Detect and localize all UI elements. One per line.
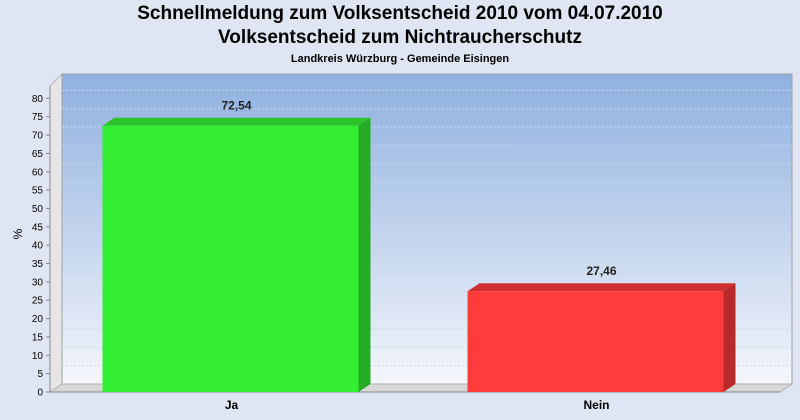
bar-side [358,117,371,392]
x-tick-label: Nein [583,398,609,412]
data-label: 72,54 [221,99,251,113]
plot-side-wall [49,72,63,393]
bar-top [102,117,371,126]
y-tick-label: 40 [32,241,44,252]
y-tick-label: 30 [32,277,44,288]
y-tick-label: 55 [32,186,44,197]
y-tick-label: 70 [32,131,44,142]
y-tick-label: 10 [32,351,44,362]
y-tick-label: 25 [32,296,44,307]
bar [102,125,359,392]
chart-subtitle: Volksentscheid zum Nichtraucherschutz [218,27,582,48]
y-tick-label: 50 [32,204,44,215]
bar [467,291,724,392]
y-tick-label: 35 [32,259,44,270]
chart-title: Schnellmeldung zum Volksentscheid 2010 v… [137,3,663,24]
y-tick-label: 80 [32,94,44,105]
y-tick-label: 60 [32,167,44,178]
x-tick-label: Ja [225,398,239,412]
y-axis-title: % [11,228,25,239]
y-tick-label: 75 [32,112,44,123]
y-tick-label: 45 [32,222,44,233]
bar-side [723,283,736,392]
y-tick-label: 15 [32,332,44,343]
bar-top [467,283,736,292]
y-tick-label: 65 [32,149,44,160]
y-tick-label: 0 [37,388,43,399]
y-tick-label: 20 [32,314,44,325]
chart-caption: Landkreis Würzburg - Gemeinde Eisingen [290,53,510,65]
y-tick-label: 5 [37,369,43,380]
data-label: 27,46 [586,264,616,278]
